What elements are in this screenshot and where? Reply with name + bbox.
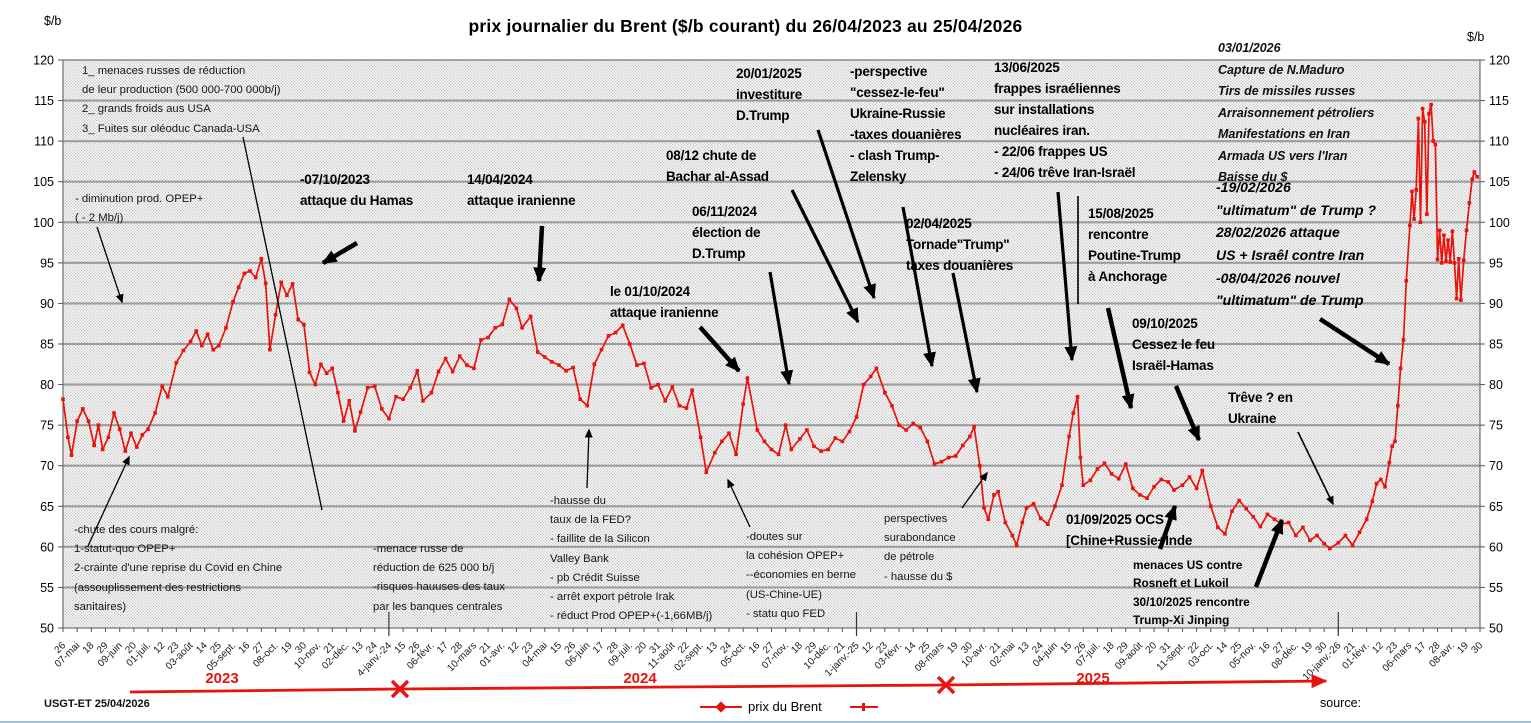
svg-text:80: 80 bbox=[1489, 378, 1503, 392]
svg-text:90: 90 bbox=[40, 297, 54, 311]
svg-text:75: 75 bbox=[40, 419, 54, 433]
svg-text:115: 115 bbox=[34, 94, 54, 108]
price-markers bbox=[61, 102, 1479, 551]
y-unit-right: $/b bbox=[1467, 30, 1485, 44]
svg-text:50: 50 bbox=[1489, 622, 1503, 636]
year-label-2024: 2024 bbox=[623, 670, 657, 687]
chart-title: prix journalier du Brent ($/b courant) d… bbox=[468, 16, 1023, 36]
svg-text:100: 100 bbox=[1489, 216, 1510, 230]
svg-text:95: 95 bbox=[40, 256, 54, 270]
year-timeline: 2023 2024 2025 bbox=[129, 670, 1328, 699]
svg-text:110: 110 bbox=[34, 135, 54, 149]
svg-text:105: 105 bbox=[1489, 175, 1510, 189]
svg-text:115: 115 bbox=[1489, 94, 1509, 108]
svg-text:60: 60 bbox=[40, 540, 54, 554]
legend-series-marker-icon bbox=[700, 705, 742, 708]
svg-text:10-mars: 10-mars bbox=[445, 640, 479, 674]
svg-text:65: 65 bbox=[40, 500, 54, 514]
svg-text:120: 120 bbox=[33, 54, 54, 68]
year-label-2025: 2025 bbox=[1076, 670, 1109, 687]
annotation-arrows bbox=[87, 129, 1391, 588]
legend-extra-marker-icon bbox=[849, 702, 878, 711]
credit-label: USGT-ET 25/04/2026 bbox=[44, 698, 150, 710]
svg-text:85: 85 bbox=[40, 338, 54, 352]
svg-text:55: 55 bbox=[40, 581, 54, 595]
svg-text:55: 55 bbox=[1489, 581, 1503, 595]
svg-text:70: 70 bbox=[40, 459, 54, 473]
svg-text:100: 100 bbox=[33, 216, 54, 230]
svg-text:30: 30 bbox=[1469, 640, 1485, 656]
source-label: source: bbox=[1320, 696, 1361, 710]
svg-text:60: 60 bbox=[1489, 540, 1503, 554]
svg-text:75: 75 bbox=[1489, 419, 1503, 433]
legend-series-label: prix du Brent bbox=[748, 699, 822, 714]
svg-text:85: 85 bbox=[1489, 338, 1503, 352]
svg-text:50: 50 bbox=[40, 622, 54, 636]
svg-text:120: 120 bbox=[1489, 54, 1510, 68]
svg-text:110: 110 bbox=[1489, 135, 1509, 149]
y-axis-labels: 50 50 55 55 60 60 65 65 70 70 75 75 80 80 85 85 90 90 95 95… bbox=[33, 54, 1510, 636]
year-label-2023: 2023 bbox=[205, 670, 238, 687]
svg-text:105: 105 bbox=[33, 175, 54, 189]
price-line bbox=[62, 103, 1478, 550]
svg-text:80: 80 bbox=[40, 378, 54, 392]
svg-text:65: 65 bbox=[1489, 500, 1503, 514]
svg-text:95: 95 bbox=[1489, 256, 1503, 270]
svg-text:90: 90 bbox=[1489, 297, 1503, 311]
svg-text:06-mars: 06-mars bbox=[1381, 640, 1415, 674]
legend: prix du Brent bbox=[700, 699, 878, 714]
y-unit-left: $/b bbox=[44, 14, 62, 28]
gridlines bbox=[63, 99, 1480, 589]
svg-text:70: 70 bbox=[1489, 459, 1503, 473]
svg-text:08-mars: 08-mars bbox=[913, 640, 947, 674]
